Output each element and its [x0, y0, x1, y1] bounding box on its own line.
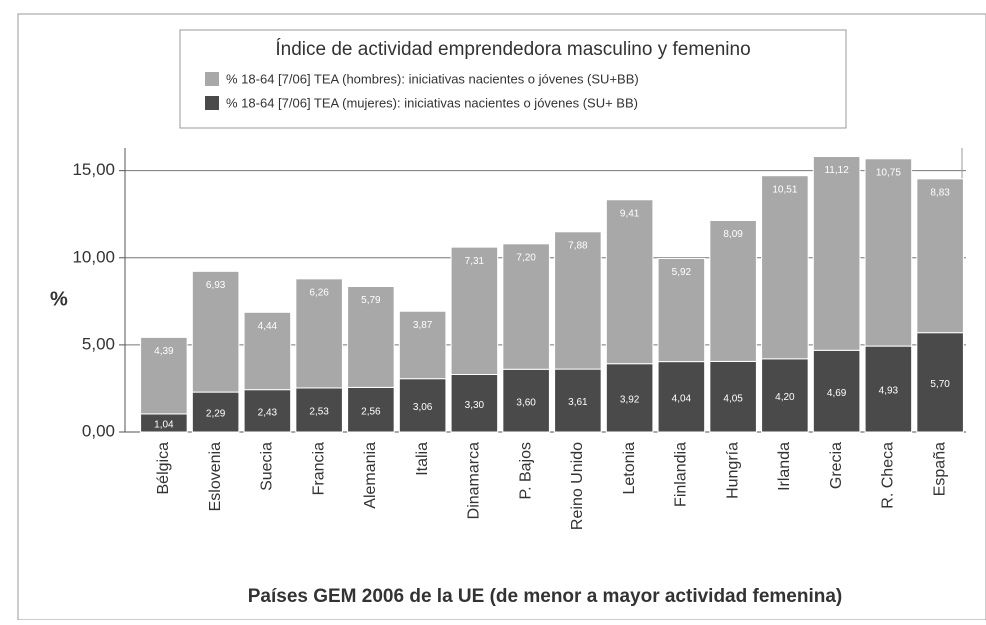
bar-segment	[916, 332, 964, 433]
bar-segment	[812, 349, 861, 433]
y-axis-label: %	[50, 288, 68, 310]
x-tick-label: Alemania	[362, 442, 379, 509]
bar-segment	[554, 231, 602, 370]
x-tick-label: Italia	[414, 442, 431, 476]
value-label: 3,60	[516, 397, 536, 408]
bar-segment	[243, 389, 292, 433]
bar-segment	[191, 270, 240, 393]
bar-segment	[502, 243, 550, 370]
y-tick-label: 10,00	[72, 247, 115, 266]
x-tick-label: España	[931, 442, 948, 496]
value-label: 7,88	[568, 240, 588, 251]
bar-segment	[657, 257, 706, 363]
bar-segment	[191, 391, 240, 433]
x-tick-label: Letonia	[621, 442, 638, 495]
bar-segment	[605, 199, 654, 365]
bar-segment	[398, 378, 447, 433]
x-tick-label: Suecia	[259, 442, 276, 491]
value-label: 3,92	[620, 394, 640, 405]
value-label: 3,61	[568, 397, 588, 408]
x-tick-label: Bélgica	[155, 442, 172, 495]
value-label: 4,39	[154, 346, 174, 357]
x-tick-label: Eslovenia	[207, 442, 224, 511]
value-label: 4,20	[775, 392, 795, 403]
bar-segment	[812, 156, 861, 351]
x-axis-label: Países GEM 2006 de la UE (de menor a may…	[248, 586, 843, 607]
value-label: 1,04	[154, 420, 174, 431]
value-label: 4,44	[258, 321, 278, 332]
bar-segment	[916, 178, 964, 334]
value-label: 10,51	[772, 184, 797, 195]
x-tick-label: Irlanda	[776, 442, 793, 491]
bar-segment	[347, 386, 395, 433]
bar-segment	[450, 246, 499, 376]
bar-segment	[295, 278, 343, 389]
value-label: 4,69	[827, 388, 847, 399]
value-label: 3,06	[413, 402, 433, 413]
x-tick-label: Dinamarca	[466, 442, 483, 519]
x-tick-label: Reino Unido	[569, 442, 586, 530]
value-label: 11,12	[824, 165, 849, 176]
value-label: 8,83	[930, 187, 950, 198]
legend-box	[179, 29, 847, 129]
bar-segment	[502, 368, 550, 433]
value-label: 5,79	[361, 295, 381, 306]
x-tick-label: R. Checa	[880, 442, 897, 509]
value-label: 5,92	[672, 267, 692, 278]
bar-segment	[450, 374, 499, 433]
value-label: 2,43	[258, 407, 278, 418]
bar-segment	[398, 310, 447, 380]
value-label: 6,26	[309, 287, 329, 298]
x-tick-label: P. Bajos	[517, 442, 534, 500]
value-label: 7,31	[465, 256, 485, 267]
value-label: 6,93	[206, 280, 226, 291]
value-label: 5,70	[930, 379, 950, 390]
bar-segment	[761, 175, 809, 360]
x-tick-label: Francia	[310, 442, 327, 495]
value-label: 10,75	[876, 167, 901, 178]
x-tick-label: Grecia	[828, 442, 845, 489]
bar-segment	[554, 368, 602, 433]
value-label: 2,29	[206, 409, 226, 420]
x-tick-label: Finlandia	[673, 442, 690, 507]
bar-segment	[657, 361, 706, 433]
value-label: 9,41	[620, 208, 640, 219]
value-label: 7,20	[516, 252, 536, 263]
value-label: 4,04	[672, 393, 692, 404]
bar-segment	[864, 345, 913, 433]
x-tick-label: Hungría	[724, 442, 741, 499]
legend-label: % 18-64 [7/06] TEA (hombres): iniciativa…	[226, 71, 639, 86]
value-label: 2,56	[361, 406, 381, 417]
legend-swatch	[205, 96, 219, 110]
y-tick-label: 15,00	[72, 160, 115, 179]
chart-title: Índice de actividad emprendedora masculi…	[275, 39, 750, 60]
bar-segment	[709, 219, 757, 362]
value-label: 2,53	[309, 407, 329, 418]
y-tick-label: 5,00	[82, 334, 115, 353]
bar-segment	[864, 158, 913, 347]
bar-segment	[140, 336, 188, 415]
legend-swatch	[205, 72, 219, 86]
bar-segment	[709, 360, 757, 433]
value-label: 3,30	[465, 400, 485, 411]
bar-segment	[761, 358, 809, 433]
value-label: 4,93	[879, 386, 899, 397]
value-label: 3,87	[413, 320, 433, 331]
bar-segment	[243, 311, 292, 391]
value-label: 8,09	[723, 229, 743, 240]
bar-segment	[605, 363, 654, 433]
y-tick-label: 0,00	[82, 421, 115, 440]
legend-label: % 18-64 [7/06] TEA (mujeres): iniciativa…	[226, 95, 638, 110]
value-label: 4,05	[723, 393, 743, 404]
bar-segment	[347, 286, 395, 388]
